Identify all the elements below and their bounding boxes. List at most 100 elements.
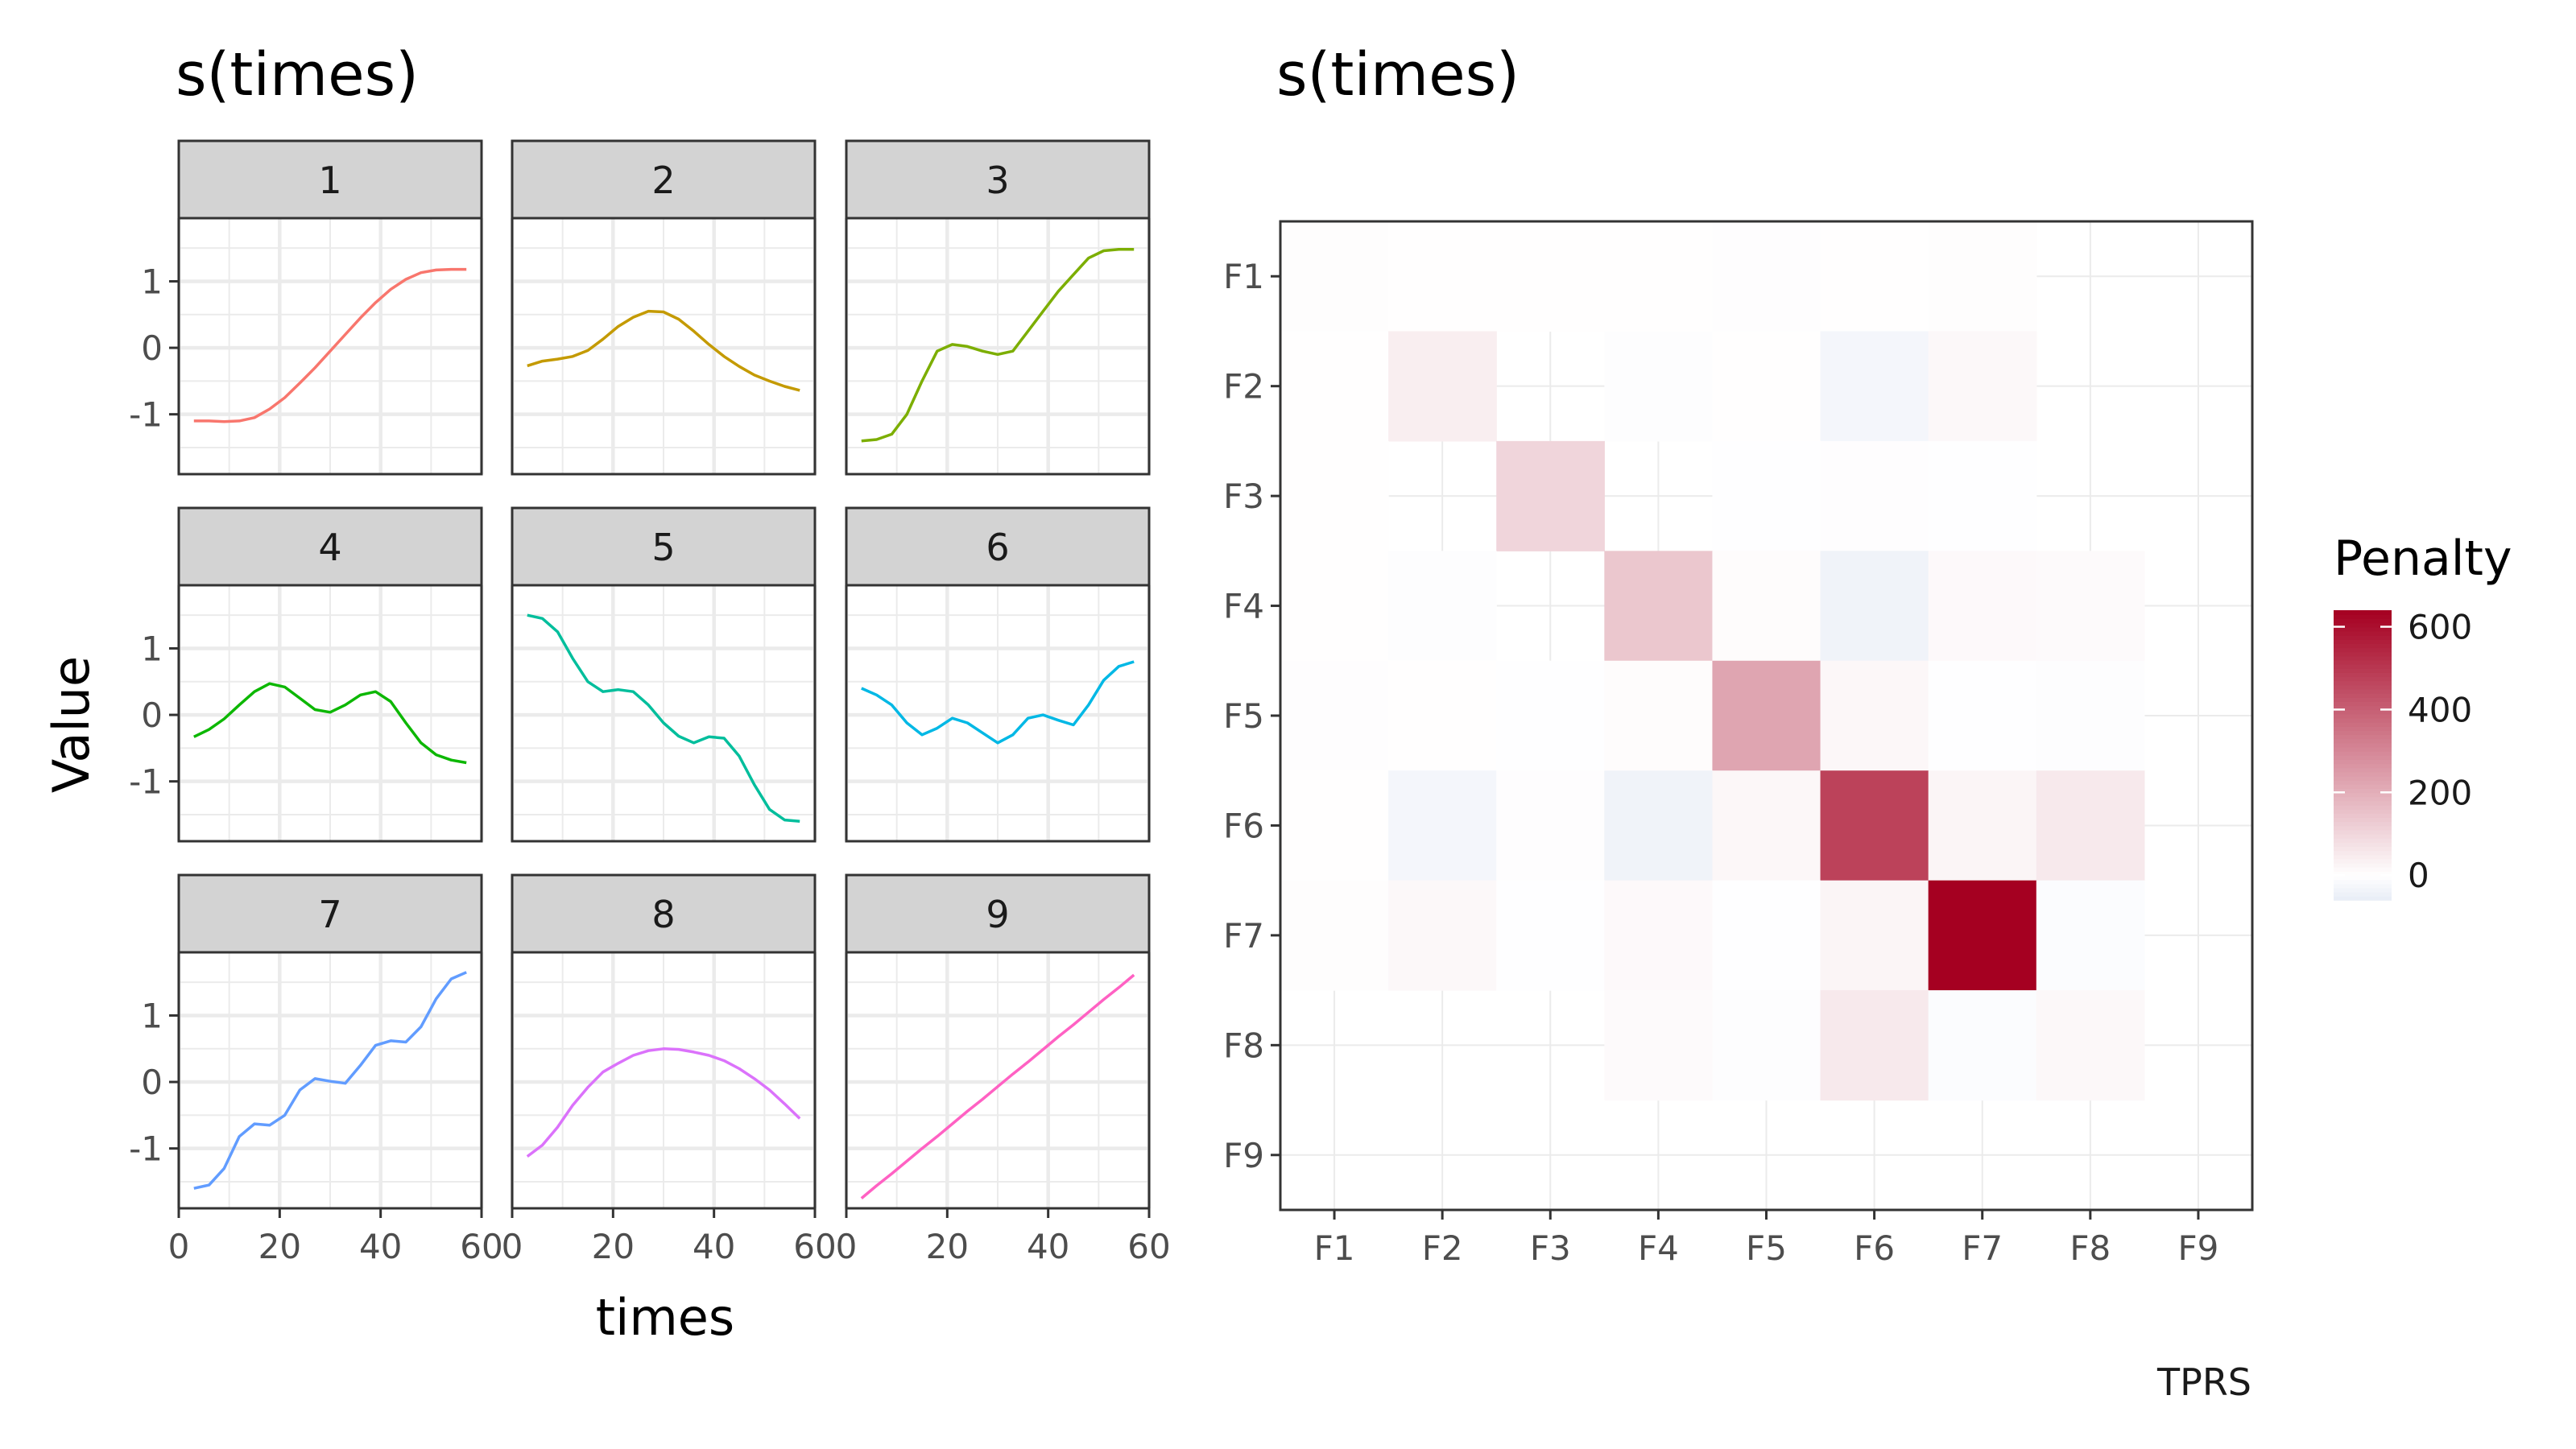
heatmap-cell-F7-F5: [1712, 880, 1821, 991]
facet-strip-label: 1: [318, 159, 341, 202]
series-line-4: [193, 682, 467, 765]
facet-panel-9: 9 0 20 40 60: [836, 873, 1171, 1266]
facet-strip-label: 2: [651, 159, 675, 202]
x-tick-label: 40: [359, 1227, 402, 1266]
facet-panel-8: 8 0 20 40 60: [502, 873, 837, 1266]
right-panel-title: s(times): [1276, 40, 1520, 109]
panel-border: [511, 584, 817, 843]
legend-colorbar-segment: [2334, 643, 2392, 649]
legend-colorbar-segment: [2334, 610, 2392, 615]
heatmap-cell-F5-F7: [1928, 660, 2037, 771]
legend-colorbar-segment: [2334, 792, 2392, 798]
facet-panel-2: 2: [510, 139, 817, 476]
heatmap-cell-F5-F4: [1604, 660, 1714, 771]
x-tick-label: 0: [836, 1227, 858, 1266]
y-tick-label: -1: [129, 395, 163, 435]
legend-colorbar-segment: [2334, 854, 2392, 860]
legend-colorbar-segment: [2334, 626, 2392, 632]
heatmap-cell-F4-F1: [1280, 551, 1389, 662]
heatmap-cell-F6-F5: [1712, 770, 1821, 881]
x-tick-label: 60: [1127, 1227, 1170, 1266]
heatmap-cell-F4-F7: [1928, 551, 2037, 662]
x-tick-label: 0: [502, 1227, 523, 1266]
heatmap-cell-F1-F1: [1280, 221, 1389, 332]
heatmap-y-tick-label: F5: [1223, 696, 1264, 736]
heatmap-cell-F6-F7: [1928, 770, 2037, 881]
heatmap-cell-F7-F8: [2036, 880, 2145, 991]
legend-colorbar-segment: [2334, 808, 2392, 814]
heatmap-cell-F1-F2: [1388, 221, 1497, 332]
legend-colorbar-segment: [2334, 813, 2392, 818]
heatmap-x-tick-label: F5: [1746, 1228, 1787, 1268]
x-tick-label: 20: [592, 1227, 635, 1266]
heatmap-cell-F7-F6: [1820, 880, 1929, 991]
heatmap-cell-F5-F8: [2036, 660, 2145, 771]
x-tick-label: 20: [258, 1227, 301, 1266]
legend-colorbar-segment: [2334, 663, 2392, 669]
heatmap-cell-F2-F5: [1712, 331, 1821, 442]
legend-colorbar-segment: [2334, 709, 2392, 715]
heatmap-cell-F2-F7: [1928, 331, 2037, 442]
legend-tick-label: 600: [2408, 608, 2472, 647]
heatmap-cell-F7-F2: [1388, 880, 1497, 991]
legend-colorbar-segment: [2334, 713, 2392, 719]
heatmap-cell-F6-F4: [1604, 770, 1714, 881]
heatmap-cell-F4-F2: [1388, 551, 1497, 662]
series-line-7: [193, 971, 467, 1190]
legend-colorbar-segment: [2334, 804, 2392, 810]
legend-colorbar-segment: [2334, 837, 2392, 843]
facet-panel-6: 6: [844, 506, 1152, 843]
legend-colorbar-segment: [2334, 763, 2392, 769]
legend-colorbar-segment: [2334, 692, 2392, 698]
legend-colorbar-segment: [2334, 895, 2392, 901]
facet-strip-label: 5: [651, 526, 675, 569]
heatmap-cell-F6-F6: [1820, 770, 1929, 881]
heatmap-cell-F2-F4: [1604, 331, 1714, 442]
legend-colorbar-segment: [2334, 771, 2392, 777]
heatmap-cell-F2-F1: [1280, 331, 1389, 442]
facet-panel-4: 4 -1 0 1: [129, 506, 484, 843]
heatmap-cell-F3-F7: [1928, 440, 2037, 551]
heatmap-cell-F1-F6: [1820, 221, 1929, 332]
panel-border: [845, 951, 1151, 1210]
legend-colorbar-segment: [2334, 817, 2392, 823]
heatmap-cell-F3-F3: [1496, 440, 1605, 551]
legend-colorbar-segment: [2334, 866, 2392, 872]
facet-strip-label: 3: [986, 159, 1009, 202]
facet-strip-label: 4: [318, 526, 341, 569]
legend-colorbar-segment: [2334, 647, 2392, 653]
heatmap-cell-F1-F4: [1604, 221, 1714, 332]
legend-colorbar-segment: [2334, 705, 2392, 711]
heatmap-cell-F2-F6: [1820, 331, 1929, 442]
legend-colorbar-segment: [2334, 887, 2392, 893]
heatmap-cell-F7-F3: [1496, 880, 1605, 991]
heatmap-cell-F6-F1: [1280, 770, 1389, 881]
series-line-8: [526, 1047, 801, 1158]
legend-colorbar-segment: [2334, 701, 2392, 707]
legend-colorbar-segment: [2334, 846, 2392, 852]
legend-colorbar-segment: [2334, 862, 2392, 868]
heatmap-cell-F5-F3: [1496, 660, 1605, 771]
series-line-2: [527, 309, 800, 392]
legend-colorbar-segment: [2334, 634, 2392, 640]
legend-colorbar-segment: [2334, 622, 2392, 628]
heatmap-cell-F8-F6: [1820, 990, 1929, 1101]
heatmap-y-tick-label: F2: [1223, 367, 1264, 407]
heatmap-x-tick-label: F7: [1962, 1228, 2003, 1268]
y-tick-label: 0: [141, 328, 163, 368]
legend-colorbar-segment: [2334, 829, 2392, 835]
series-line-9: [860, 973, 1135, 1199]
panel-border: [177, 217, 483, 476]
legend-colorbar-segment: [2334, 721, 2392, 727]
heatmap-y-tick-label: F9: [1223, 1136, 1264, 1175]
heatmap-cell-F1-F3: [1496, 221, 1605, 332]
y-tick-label: -1: [129, 762, 163, 802]
panel-border: [511, 951, 817, 1210]
heatmap-cell-F1-F7: [1928, 221, 2037, 332]
legend-colorbar-segment: [2334, 759, 2392, 765]
legend-colorbar-segment: [2334, 788, 2392, 794]
facet-strip: [845, 139, 1151, 220]
legend-colorbar-segment: [2334, 825, 2392, 831]
